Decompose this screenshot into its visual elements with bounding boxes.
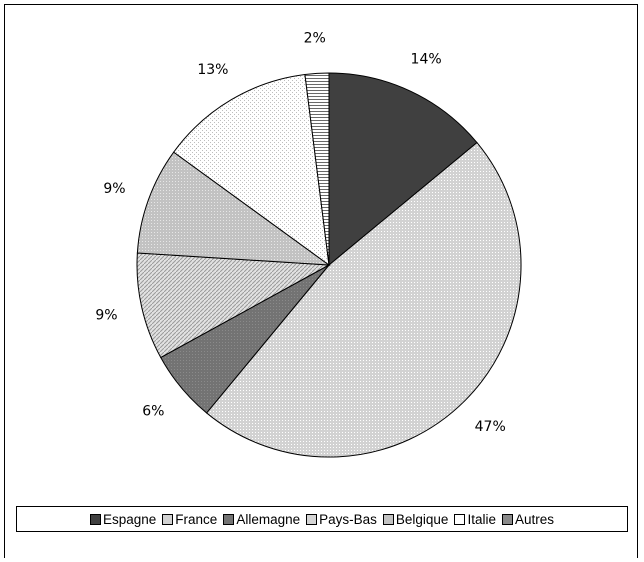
- pie-slice-espagne: [328, 72, 478, 267]
- chart-frame: [4, 4, 638, 558]
- pie-slice-autres: [304, 72, 330, 266]
- legend-item-france: France: [162, 512, 217, 527]
- legend-label-espagne: Espagne: [102, 511, 157, 527]
- pie-slice-italie: [172, 73, 330, 267]
- pie-slice-pays-bas: [136, 252, 331, 359]
- data-label-pays-bas: 9%: [95, 308, 117, 324]
- legend-label-autres: Autres: [514, 511, 554, 527]
- legend-item-autres: Autres: [501, 511, 554, 527]
- legend-label-italie: Italie: [467, 511, 496, 527]
- legend-item-belgique: Belgique: [382, 511, 449, 527]
- legend-swatch-allemagne: [223, 513, 235, 525]
- legend-item-allemagne: Allemagne: [223, 512, 300, 527]
- data-label-italie: 13%: [197, 62, 228, 78]
- legend-swatch-pays-bas: [306, 513, 318, 525]
- legend-swatch-autres: [501, 513, 513, 525]
- legend-label-allemagne: Allemagne: [236, 511, 301, 527]
- legend-item-espagne: Espagne: [89, 511, 157, 527]
- pie-slice-france: [205, 141, 522, 458]
- legend-label-france: France: [175, 511, 218, 527]
- legend-label-belgique: Belgique: [395, 511, 449, 527]
- data-label-autres: 2%: [304, 30, 326, 46]
- pie-slice-belgique: [136, 151, 331, 266]
- legend-swatch-belgique: [382, 513, 394, 525]
- legend-item-pays-bas: Pays-Bas: [306, 512, 377, 527]
- data-label-espagne: 14%: [411, 52, 442, 68]
- legend-swatch-espagne: [89, 513, 101, 525]
- data-label-france: 47%: [475, 419, 506, 435]
- chart-legend: Espagne France Allemagne Pays-Bas Belgique It…: [16, 506, 628, 532]
- legend-label-pays-bas: Pays-Bas: [319, 511, 377, 527]
- data-label-allemagne: 6%: [142, 403, 164, 419]
- legend-swatch-italie: [454, 513, 466, 525]
- legend-item-italie: Italie: [454, 512, 496, 527]
- data-label-belgique: 9%: [103, 181, 125, 197]
- legend-swatch-france: [162, 513, 174, 525]
